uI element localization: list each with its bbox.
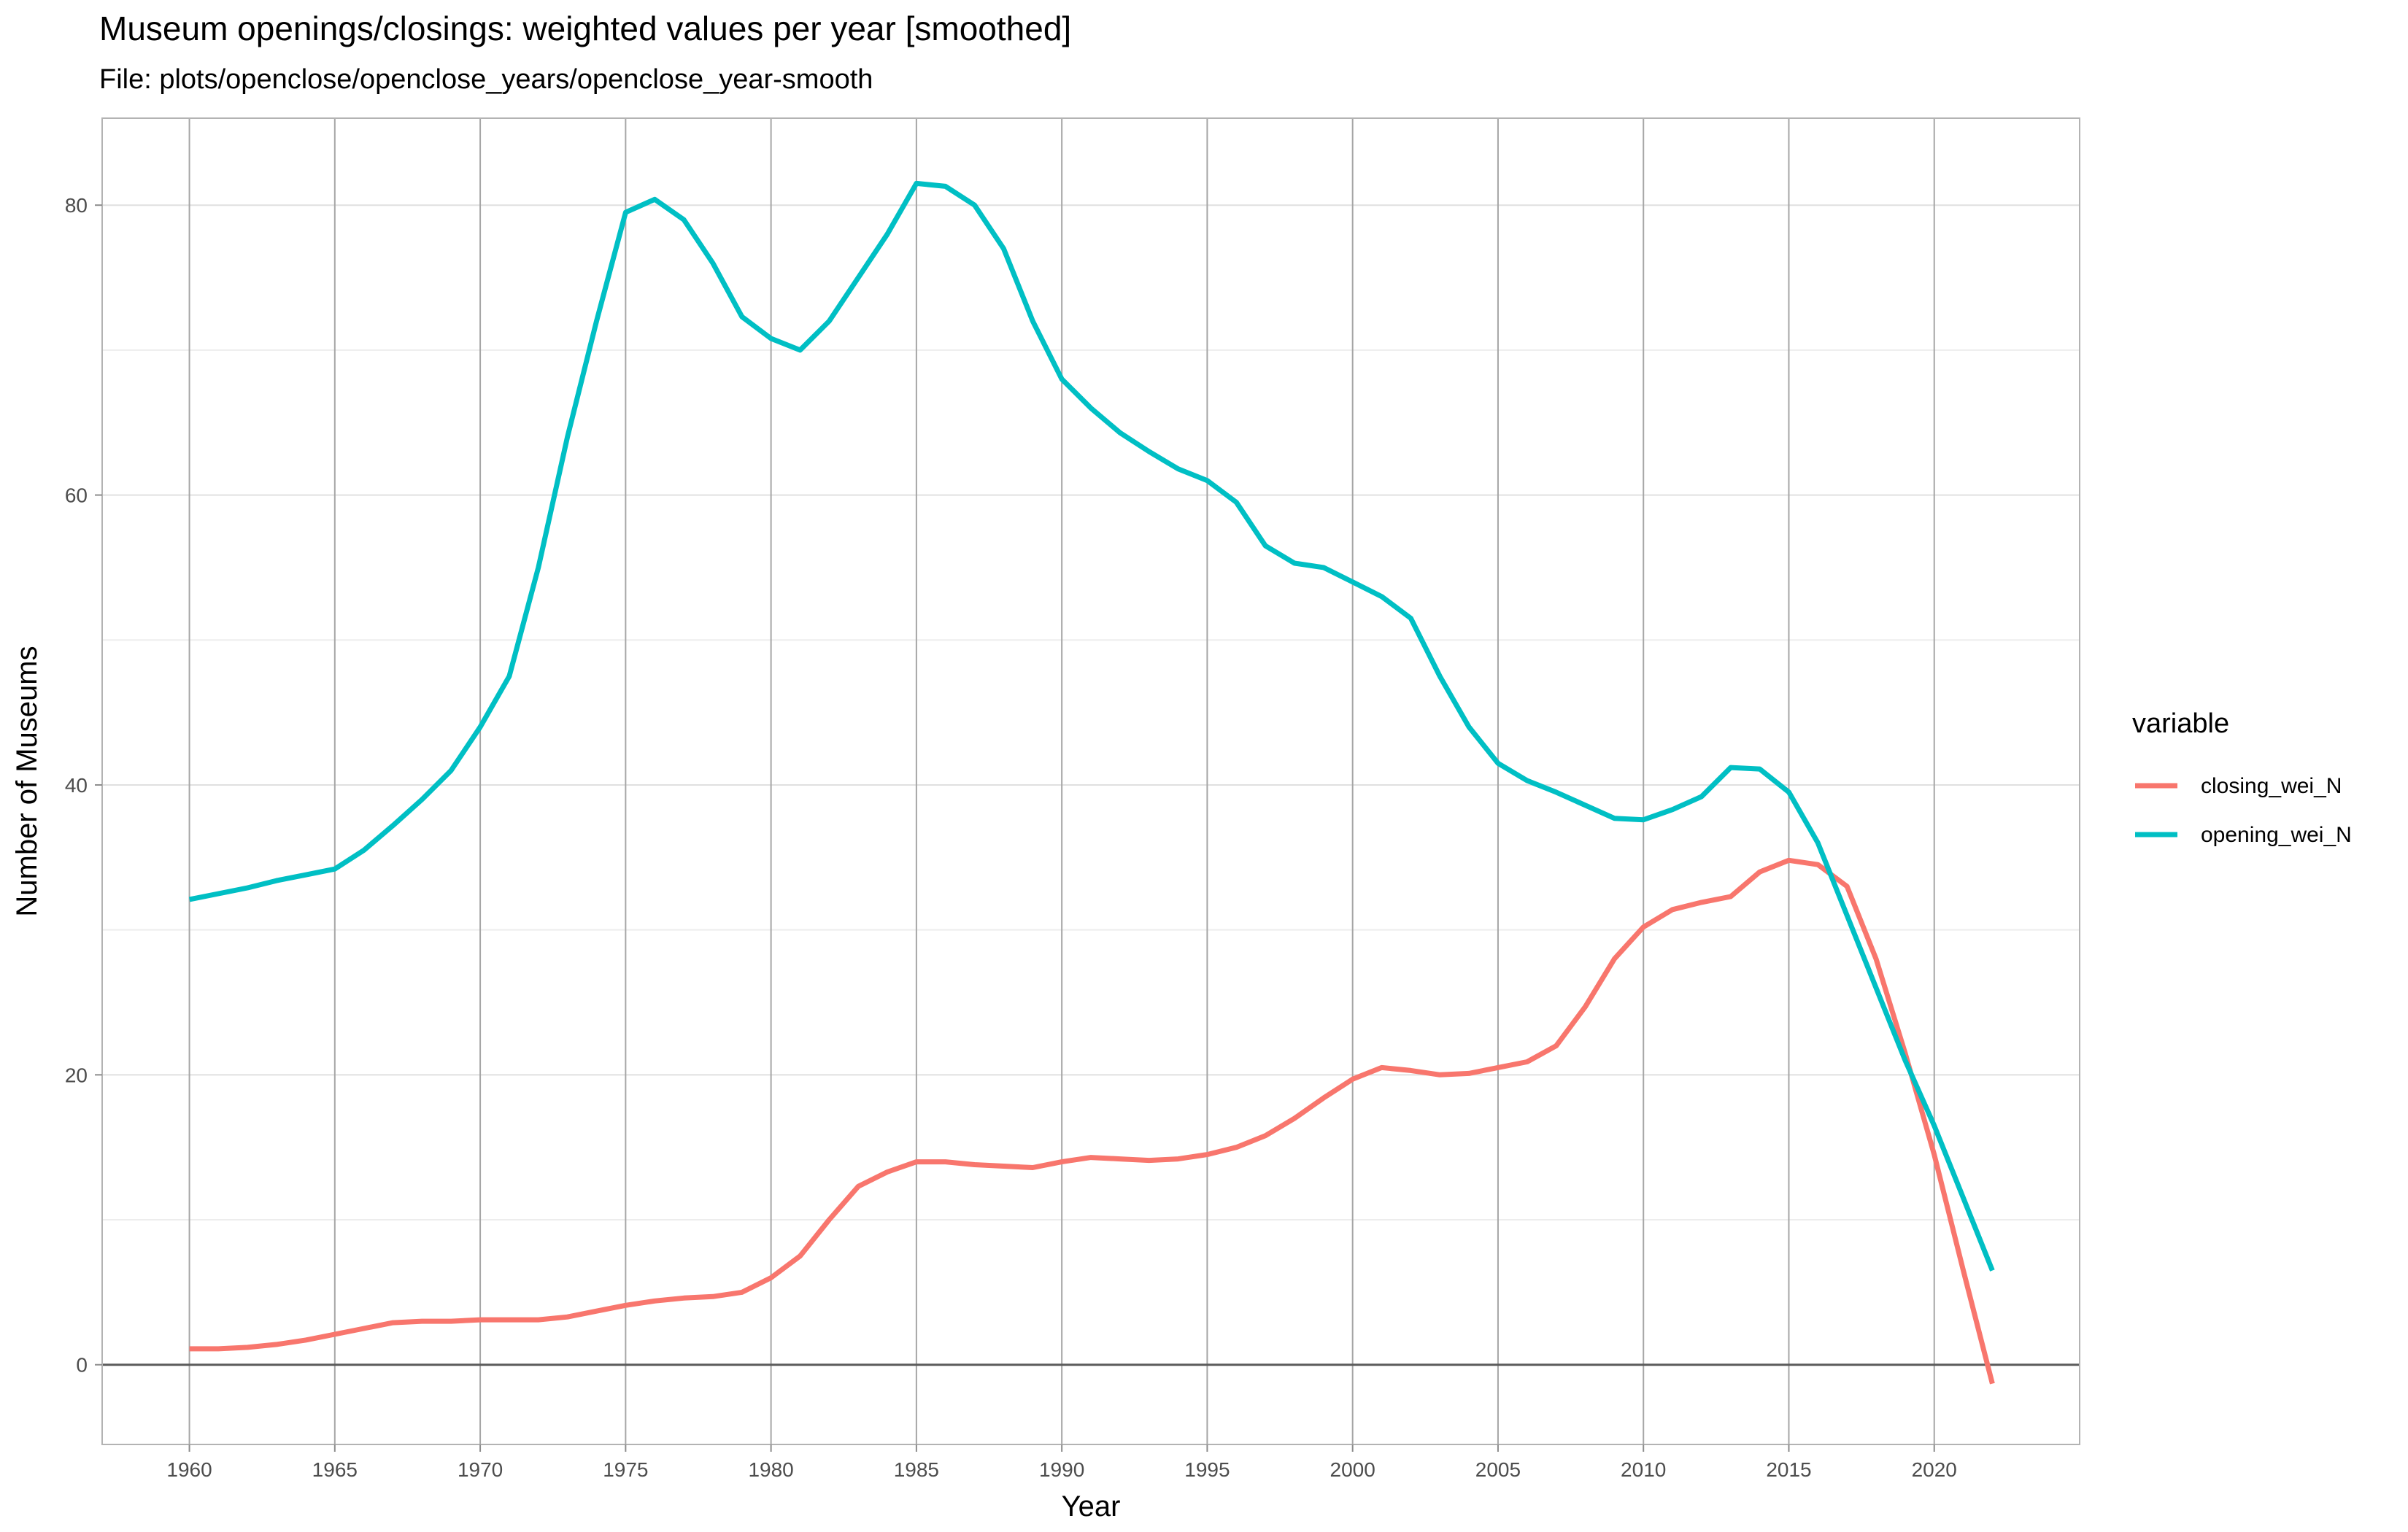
series-layer — [188, 180, 1995, 1385]
y-tick-label: 60 — [65, 484, 88, 507]
x-tick-label: 2015 — [1766, 1458, 1811, 1481]
x-tick-label: 1970 — [458, 1458, 503, 1481]
y-tick-label: 20 — [65, 1064, 88, 1086]
x-tick-label: 2000 — [1330, 1458, 1375, 1481]
x-axis-ticks: 1960 1965 1970 1975 1980 1985 1990 1995 2000 2005… — [166, 1444, 1957, 1481]
chart-subtitle: File: plots/openclose/openclose_years/op… — [99, 64, 873, 95]
y-tick-label: 0 — [76, 1354, 88, 1377]
series-line-opening_wei_N — [188, 180, 1995, 1272]
y-tick-label: 80 — [65, 194, 88, 217]
x-axis-title: Year — [1062, 1490, 1121, 1523]
y-axis-title: Number of Museums — [11, 646, 43, 916]
x-tick-label: 1980 — [748, 1458, 793, 1481]
minor-gridlines — [102, 349, 2080, 1221]
panel-border — [101, 117, 2080, 1445]
series-line-closing_wei_N — [189, 857, 1995, 1385]
x-tick-label: 2005 — [1475, 1458, 1521, 1481]
legend: variable closing_wei_N opening_wei_N — [2132, 708, 2352, 847]
x-tick-label: 1990 — [1039, 1458, 1084, 1481]
major-gridlines — [102, 118, 2080, 1444]
x-tick-label: 1985 — [894, 1458, 939, 1481]
chart-title: Museum openings/closings: weighted value… — [99, 9, 1072, 47]
x-tick-label: 1975 — [603, 1458, 648, 1481]
x-tick-label: 1960 — [166, 1458, 212, 1481]
y-tick-label: 40 — [65, 774, 88, 797]
legend-label-closing_wei_N: closing_wei_N — [2201, 774, 2342, 798]
x-tick-label: 2010 — [1621, 1458, 1666, 1481]
x-tick-label: 2020 — [1912, 1458, 1957, 1481]
legend-title: variable — [2132, 708, 2229, 739]
x-tick-label: 1995 — [1184, 1458, 1230, 1481]
x-tick-label: 1965 — [312, 1458, 358, 1481]
y-axis-ticks: 0 20 40 60 80 — [65, 194, 102, 1377]
legend-label-opening_wei_N: opening_wei_N — [2201, 823, 2352, 847]
